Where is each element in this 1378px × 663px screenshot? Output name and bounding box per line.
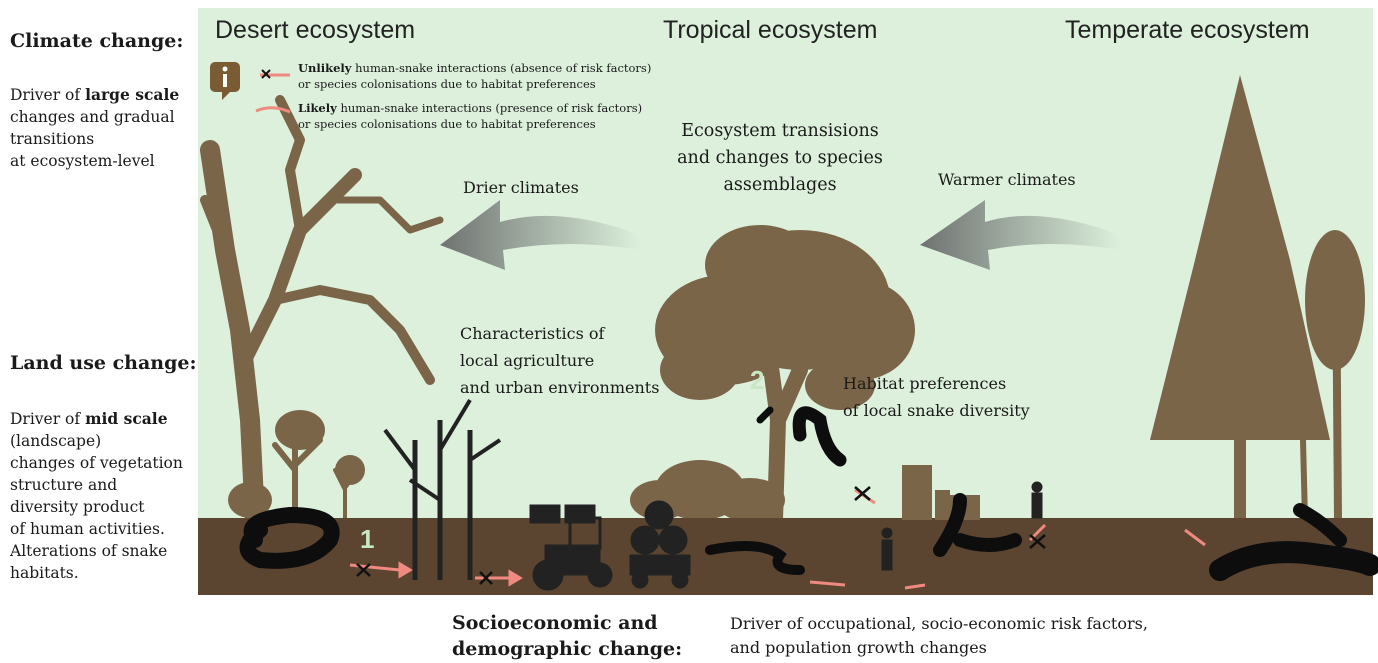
label: Warmer climates <box>938 166 1076 193</box>
text-line: transitions <box>10 128 179 150</box>
text-line: Socioeconomic and <box>452 610 682 636</box>
text-line: Habitat preferences <box>843 370 1030 397</box>
text-line: Alterations of snake <box>10 540 183 562</box>
marker: 2 <box>750 365 764 396</box>
heading: Climate change: <box>10 30 183 52</box>
text-line: (landscape) <box>10 430 183 452</box>
ecosystem-title: Temperate ecosystem <box>1065 16 1310 45</box>
text-line: and urban environments <box>460 374 659 401</box>
text-line: of local snake diversity <box>843 397 1030 424</box>
scene <box>0 0 1378 663</box>
description: Driver of mid scale (landscape)changes o… <box>10 408 183 584</box>
text-line: and changes to species <box>660 145 900 172</box>
page: Climate change: Driver of large scale ch… <box>0 0 1378 663</box>
emphasis: Unlikely <box>298 61 351 75</box>
text: or species colonisations due to habitat … <box>298 76 651 92</box>
legend-item: Likely human-snake interactions (presenc… <box>298 100 642 132</box>
ecosystem-title: Desert ecosystem <box>215 16 415 45</box>
text-line: Ecosystem transisions <box>660 118 900 145</box>
text-line: Driver of occupational, socio-economic r… <box>730 612 1148 636</box>
text: human-snake interactions (absence of ris… <box>355 61 651 75</box>
text-line: structure and <box>10 474 183 496</box>
text: Driver of <box>10 86 80 104</box>
text-line: Characteristics of <box>460 320 659 347</box>
text-line: of human activities. <box>10 518 183 540</box>
text-line: local agriculture <box>460 347 659 374</box>
description: Driver of occupational, socio-economic r… <box>730 612 1148 660</box>
ecosystem-title: Tropical ecosystem <box>663 16 877 45</box>
text-line: demographic change: <box>452 636 682 662</box>
emphasis: large scale <box>85 85 179 104</box>
description: Driver of large scale changes and gradua… <box>10 84 179 172</box>
marker: 1 <box>360 524 374 555</box>
text-line: assemblages <box>660 172 900 199</box>
text-line: at ecosystem-level <box>10 150 179 172</box>
text-line: changes and gradual <box>10 106 179 128</box>
label: Drier climates <box>463 174 579 201</box>
legend-item: Unlikely human-snake interactions (absen… <box>298 60 651 92</box>
text: human-snake interactions (presence of ri… <box>340 101 642 115</box>
text: or species colonisations due to habitat … <box>298 116 642 132</box>
emphasis: Likely <box>298 101 337 115</box>
text-line: diversity product <box>10 496 183 518</box>
text-line: and population growth changes <box>730 636 1148 660</box>
text-line: changes of vegetation <box>10 452 183 474</box>
heading: Land use change: <box>10 352 197 374</box>
text-line: habitats. <box>10 562 183 584</box>
text: Driver of <box>10 410 80 428</box>
emphasis: mid scale <box>85 409 167 428</box>
